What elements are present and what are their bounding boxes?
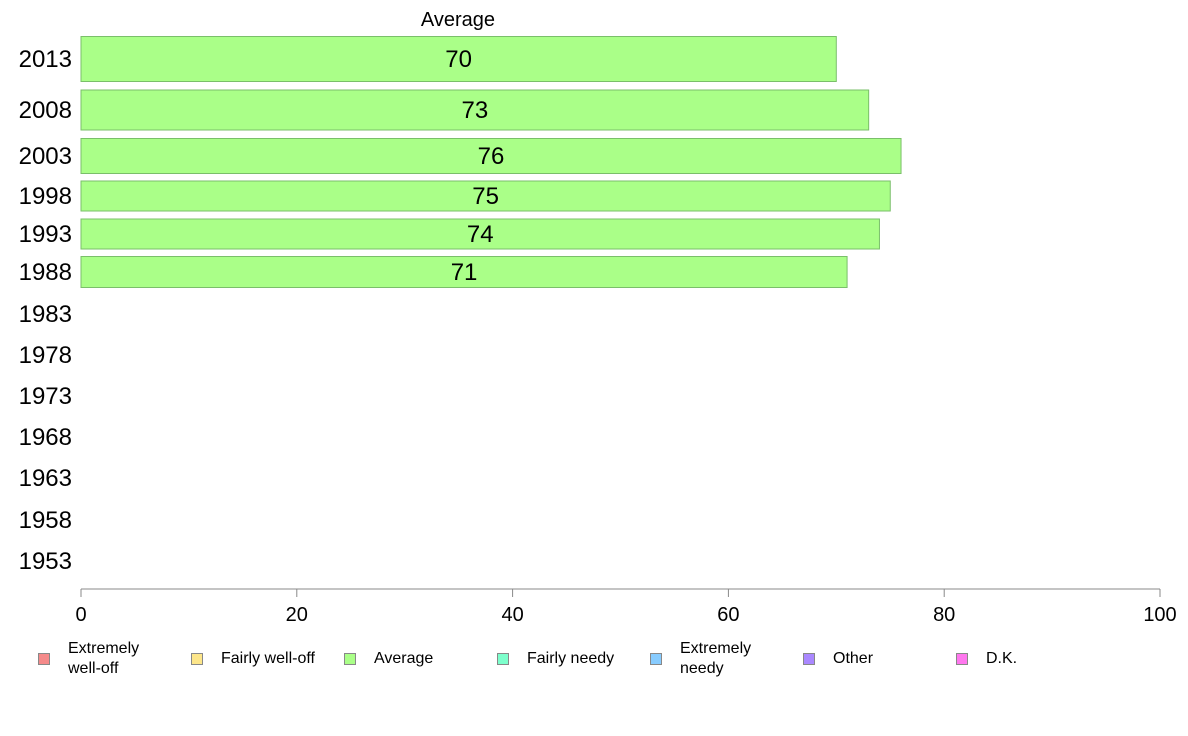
x-tick-label: 20 (286, 604, 308, 626)
legend-item-dk: D.K. (956, 636, 1017, 682)
y-tick-label: 1968 (19, 424, 72, 451)
data-label: 70 (445, 46, 472, 73)
legend-swatch (497, 653, 509, 665)
bar (80, 89, 870, 131)
y-tick-label: 2013 (19, 46, 72, 73)
x-tick-label: 100 (1143, 604, 1176, 626)
y-tick-label: 1973 (19, 383, 72, 410)
x-axis: 0 20 40 60 80 100 (75, 588, 1177, 626)
y-tick-label: 1988 (19, 259, 72, 286)
y-tick-label: 2008 (19, 97, 72, 124)
legend-label: Fairly well-off (221, 650, 315, 667)
legend-item-other: Other (803, 636, 873, 682)
y-tick-label: 1953 (19, 548, 72, 575)
y-tick-label: 1978 (19, 342, 72, 369)
legend-label: D.K. (986, 650, 1018, 667)
x-tick-label: 40 (501, 604, 523, 626)
bar (80, 218, 880, 250)
legend-swatch (803, 653, 815, 665)
legend-label: Extremely needy (680, 640, 752, 677)
legend-label: Fairly needy (527, 650, 615, 667)
legend-item-fairly-needy: Fairly needy (497, 636, 614, 682)
y-tick-labels: 2013 2008 2003 1998 1993 1988 1983 1978 1973 1968… (19, 46, 72, 575)
x-tick-label: 60 (717, 604, 739, 626)
legend-item-fairly-well-off: Fairly well-off (191, 636, 315, 682)
legend-item-extremely-needy: Extremely needy (650, 636, 780, 682)
data-label: 71 (451, 259, 478, 286)
y-tick-label: 1963 (19, 465, 72, 492)
legend-item-extremely-well-off: Extremely well-off (38, 636, 168, 682)
legend-swatch (344, 653, 356, 665)
legend-swatch (956, 653, 968, 665)
data-label: 73 (461, 97, 488, 124)
y-tick-label: 1958 (19, 507, 72, 534)
bar-chart: Average 70 73 76 75 74 71 2013 2008 2003 1998 199… (19, 9, 1177, 626)
bar (80, 256, 848, 288)
x-tick-label: 0 (75, 604, 86, 626)
data-label: 74 (467, 221, 494, 248)
x-tick-label: 80 (933, 604, 955, 626)
y-tick-label: 1983 (19, 301, 72, 328)
bar (80, 36, 837, 82)
legend-label: Other (833, 650, 874, 667)
y-tick-label: 2003 (19, 143, 72, 170)
y-tick-label: 1998 (19, 183, 72, 210)
legend-swatch (191, 653, 203, 665)
legend-label: Average (374, 650, 434, 667)
legend: Extremely well-off Fairly well-off Avera… (0, 636, 1188, 686)
legend-label: Extremely well-off (68, 640, 140, 677)
chart-title: Average (421, 9, 495, 31)
bar (80, 138, 902, 174)
legend-swatch (38, 653, 50, 665)
legend-swatch (650, 653, 662, 665)
bar (80, 180, 891, 212)
bars-group: 70 73 76 75 74 71 (80, 36, 902, 288)
data-label: 75 (472, 183, 499, 210)
data-label: 76 (478, 143, 505, 170)
legend-item-average: Average (344, 636, 433, 682)
y-tick-label: 1993 (19, 221, 72, 248)
